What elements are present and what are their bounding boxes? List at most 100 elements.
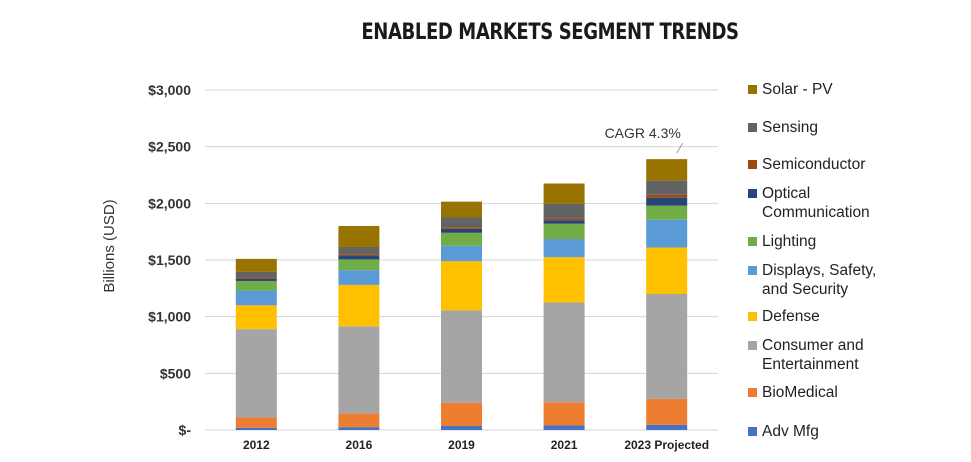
legend-item: Solar - PV bbox=[748, 80, 833, 99]
legend-swatch bbox=[748, 427, 757, 436]
legend-item: BioMedical bbox=[748, 383, 838, 402]
bar-segment bbox=[441, 426, 482, 430]
legend-label: Defense bbox=[762, 308, 820, 325]
bar-segment bbox=[543, 203, 585, 219]
bar-segment bbox=[235, 280, 277, 291]
legend-swatch bbox=[748, 189, 757, 198]
legend-label: Displays, Safety, and Security bbox=[762, 262, 877, 298]
bar-segment bbox=[646, 294, 688, 399]
legend-item: Defense bbox=[748, 307, 820, 326]
cagr-annotation: CAGR 4.3% bbox=[605, 125, 684, 154]
bar-segment bbox=[543, 302, 585, 403]
bar-segment bbox=[543, 425, 585, 430]
legend-swatch bbox=[748, 160, 757, 169]
x-tick-label: 2021 bbox=[551, 438, 578, 452]
annotation-label: CAGR 4.3% bbox=[605, 125, 681, 141]
legend-label: Sensing bbox=[762, 119, 819, 136]
x-tick-label: 2012 bbox=[243, 438, 270, 452]
bar-segment bbox=[646, 398, 688, 425]
legend-item: Displays, Safety, and Security bbox=[748, 261, 876, 299]
bar-segment bbox=[235, 427, 277, 430]
bar-segment bbox=[543, 223, 585, 240]
bar-segment bbox=[441, 227, 482, 229]
bar-segment bbox=[646, 180, 688, 195]
bar-segment bbox=[235, 271, 277, 278]
y-axis-label: Billions (USD) bbox=[101, 199, 118, 292]
bar-segment bbox=[338, 427, 380, 430]
bar-segment bbox=[646, 247, 688, 294]
legend-label: Optical Communication bbox=[762, 185, 870, 221]
y-tick-label: $2,000 bbox=[148, 195, 191, 211]
legend-item: Semiconductor bbox=[748, 155, 865, 174]
bar-segment bbox=[441, 261, 482, 311]
bar-segment bbox=[338, 413, 380, 428]
bar-segment bbox=[441, 201, 482, 218]
bar-segment bbox=[646, 205, 688, 220]
legend-item: Consumer and Entertainment bbox=[748, 336, 864, 374]
bar-segment bbox=[441, 310, 482, 403]
bar-segment bbox=[646, 219, 688, 248]
y-tick-label: $1,000 bbox=[148, 309, 191, 325]
bar-segment bbox=[441, 228, 482, 233]
legend-swatch bbox=[748, 85, 757, 94]
bar-segment bbox=[441, 232, 482, 246]
bar-segment bbox=[338, 284, 380, 327]
legend-swatch bbox=[748, 388, 757, 397]
bar-segment bbox=[338, 326, 380, 414]
legend-swatch bbox=[748, 237, 757, 246]
y-tick-label: $3,000 bbox=[148, 82, 191, 98]
legend-item: Lighting bbox=[748, 232, 816, 251]
bar-segment bbox=[646, 424, 688, 430]
bar-segment bbox=[235, 278, 277, 281]
x-axis-ticks: 2012 2016 2019 2021 2023 Projected bbox=[243, 438, 709, 452]
bar-segment bbox=[338, 254, 380, 257]
x-tick-label: 2019 bbox=[448, 438, 475, 452]
bar-segment bbox=[338, 226, 380, 247]
y-tick-label: $- bbox=[179, 422, 192, 438]
bar-segment bbox=[543, 218, 585, 221]
annotation-leader bbox=[676, 142, 684, 154]
legend-swatch bbox=[748, 266, 757, 275]
x-tick-label: 2023 Projected bbox=[624, 438, 709, 452]
bar-segment bbox=[646, 197, 688, 206]
legend-swatch bbox=[748, 312, 757, 321]
y-tick-label: $2,500 bbox=[148, 139, 191, 155]
legend-label: Consumer and Entertainment bbox=[762, 337, 864, 373]
bar-segment bbox=[235, 417, 277, 428]
bar-segment bbox=[338, 256, 380, 260]
legend-label: Solar - PV bbox=[762, 81, 833, 98]
legend-item: Sensing bbox=[748, 118, 818, 137]
bar-segment bbox=[235, 290, 277, 306]
bar-segment bbox=[441, 245, 482, 262]
bar-segment bbox=[543, 402, 585, 426]
bar-segment bbox=[338, 259, 380, 271]
legend-label: Adv Mfg bbox=[762, 423, 819, 440]
bar-segment bbox=[235, 305, 277, 330]
y-axis-ticks: $- $500 $1,000 $1,500 $2,000 $2,500 $3,000 bbox=[148, 82, 191, 438]
bar-segment bbox=[543, 220, 585, 224]
bar-segment bbox=[338, 246, 380, 255]
y-tick-label: $500 bbox=[160, 365, 191, 381]
bar-segment bbox=[543, 257, 585, 303]
bar-segment bbox=[338, 270, 380, 285]
bar-segment bbox=[543, 239, 585, 258]
y-tick-label: $1,500 bbox=[148, 252, 191, 268]
legend-swatch bbox=[748, 123, 757, 132]
legend-label: Lighting bbox=[762, 233, 817, 250]
x-tick-label: 2016 bbox=[346, 438, 373, 452]
bars bbox=[235, 159, 688, 430]
bar-segment bbox=[441, 402, 482, 427]
bar-segment bbox=[646, 194, 688, 198]
legend-item: Adv Mfg bbox=[748, 422, 819, 441]
bar-segment bbox=[646, 159, 688, 181]
legend-swatch bbox=[748, 341, 757, 350]
bar-segment bbox=[235, 277, 277, 279]
bar-segment bbox=[543, 183, 585, 204]
legend-label: Semiconductor bbox=[762, 156, 866, 173]
legend-label: BioMedical bbox=[762, 384, 838, 401]
bar-segment bbox=[441, 217, 482, 228]
bar-segment bbox=[235, 329, 277, 418]
legend-item: Optical Communication bbox=[748, 184, 870, 222]
bar-segment bbox=[235, 258, 277, 272]
